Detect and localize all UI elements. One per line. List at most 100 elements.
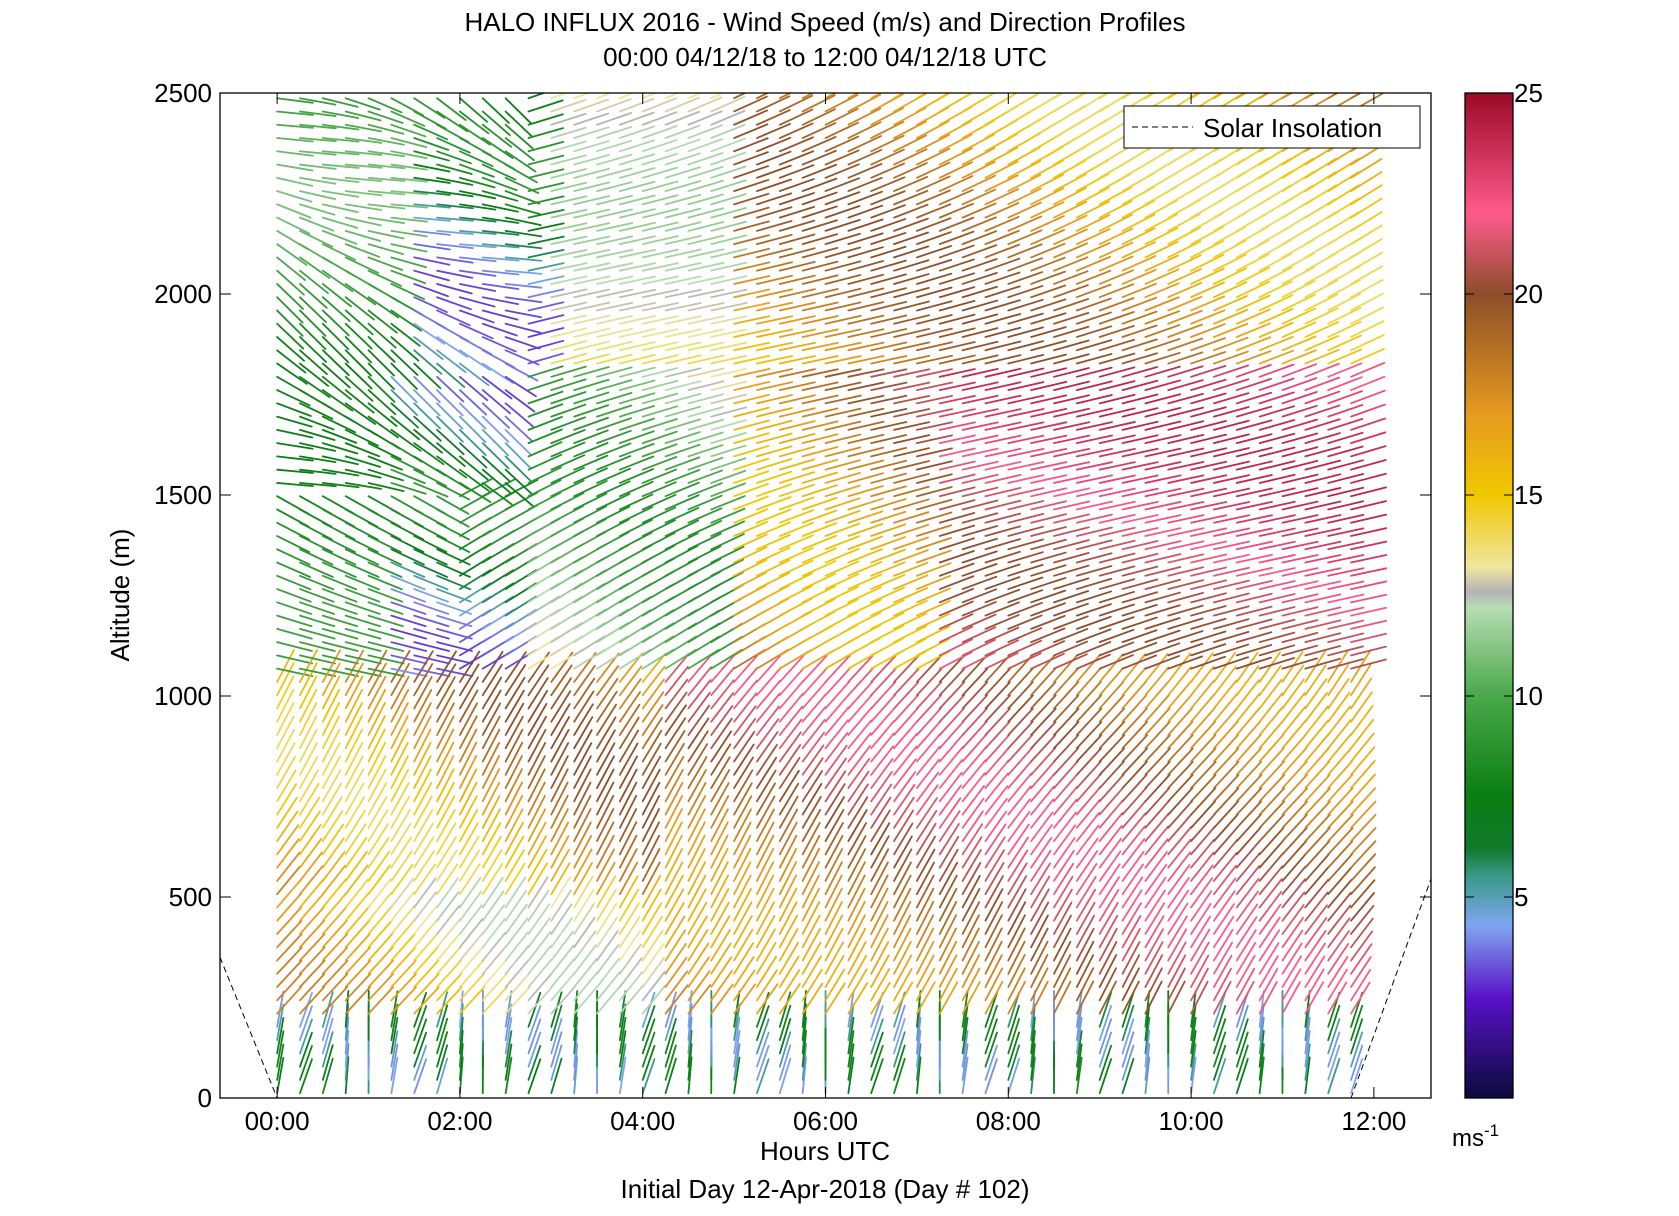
wind-barb (984, 875, 1004, 909)
wind-barb (664, 821, 683, 856)
wind-barb (481, 755, 501, 789)
wind-barb (1144, 324, 1181, 338)
wind-barb (984, 326, 1022, 338)
wind-barb (573, 167, 610, 179)
wind-barb (527, 876, 549, 909)
wind-barb (550, 1044, 563, 1081)
wind-barb (1281, 527, 1319, 537)
x-tick-label: 10:00 (1159, 1106, 1224, 1136)
wind-barb (1121, 747, 1148, 776)
wind-barb (870, 485, 907, 498)
wind-barb (481, 322, 518, 337)
wind-barb (641, 848, 661, 882)
wind-barb (1327, 567, 1365, 577)
wind-barb (961, 408, 999, 418)
wind-barb (1258, 500, 1296, 511)
wind-barb (687, 406, 725, 418)
wind-barb (1053, 421, 1091, 431)
wind-barb (527, 917, 551, 949)
wind-barb (550, 327, 588, 338)
wind-barb (1075, 339, 1113, 352)
wind-barb (915, 901, 935, 935)
wind-barb (641, 888, 662, 922)
wind-barb (367, 216, 405, 225)
wind-barb (961, 1003, 969, 1042)
x-tick-label: 06:00 (793, 1106, 858, 1136)
wind-barb (390, 1030, 399, 1068)
wind-barb (436, 415, 464, 443)
wind-barb (687, 418, 724, 431)
wind-barb (664, 152, 701, 166)
wind-barb (527, 664, 550, 697)
wind-barb (733, 571, 767, 590)
wind-barb (1030, 1003, 1036, 1042)
wind-barb (847, 246, 884, 259)
wind-barb (893, 694, 920, 723)
wind-barb (938, 447, 976, 458)
wind-barb (436, 822, 457, 856)
wind-barb (1144, 863, 1168, 896)
wind-barb (938, 874, 958, 909)
wind-barb (299, 959, 326, 988)
wind-barb (321, 110, 360, 119)
wind-barb (1304, 664, 1327, 697)
wind-barb (1098, 707, 1126, 736)
wind-barb (733, 666, 759, 697)
wind-barb (847, 497, 884, 511)
wind-barb (984, 810, 1008, 843)
wind-barb (1007, 285, 1044, 299)
wind-barb (801, 968, 823, 1002)
wind-barb (1121, 980, 1140, 1015)
wind-barb (504, 455, 533, 483)
wind-barb (1167, 773, 1194, 803)
wind-barb (1235, 419, 1273, 431)
wind-barb (390, 782, 410, 816)
wind-barb (1167, 825, 1193, 856)
wind-barb (756, 679, 781, 710)
wind-barb (938, 667, 966, 697)
wind-barb (938, 901, 958, 935)
wind-barb (504, 876, 527, 909)
wind-barb (710, 970, 733, 1002)
wind-barb (321, 389, 354, 412)
wind-barb (1304, 787, 1331, 816)
wind-barb (847, 835, 867, 869)
wind-barb (893, 927, 912, 962)
wind-barb (915, 654, 943, 683)
wind-barb (1053, 513, 1090, 524)
wind-barb (801, 394, 839, 405)
wind-barb (824, 121, 859, 139)
chart-subtitle: 00:00 04/12/18 to 12:00 04/12/18 UTC (603, 42, 1047, 72)
wind-barb (824, 585, 859, 604)
wind-barb (1098, 565, 1136, 577)
wind-barb (870, 954, 890, 988)
wind-barb (1144, 617, 1181, 630)
wind-barb (1007, 353, 1045, 365)
wind-barb (550, 944, 575, 975)
wind-barb (778, 693, 804, 723)
wind-barb (1098, 837, 1122, 869)
wind-barb (938, 537, 975, 551)
wind-barb (481, 389, 512, 415)
wind-barb (984, 538, 1021, 551)
wind-barb (824, 394, 862, 405)
wind-barb (1258, 540, 1296, 551)
wind-barb (1327, 678, 1350, 710)
wind-barb (550, 208, 588, 219)
wind-barb (367, 375, 396, 403)
wind-barb (596, 729, 616, 763)
wind-barb (367, 601, 404, 615)
wind-barb (893, 1018, 906, 1055)
wind-barb (344, 688, 364, 723)
wind-barb (459, 176, 496, 189)
wind-barb (1121, 487, 1159, 498)
wind-barb (1235, 826, 1262, 856)
wind-barb (1327, 1018, 1341, 1055)
wind-barb (641, 235, 679, 246)
wind-barb (778, 288, 816, 299)
wind-barb (1121, 199, 1156, 219)
wind-barb (1030, 940, 1049, 975)
wind-barb (1304, 445, 1341, 458)
wind-barb (1350, 981, 1371, 1015)
wind-barb (1075, 667, 1102, 697)
